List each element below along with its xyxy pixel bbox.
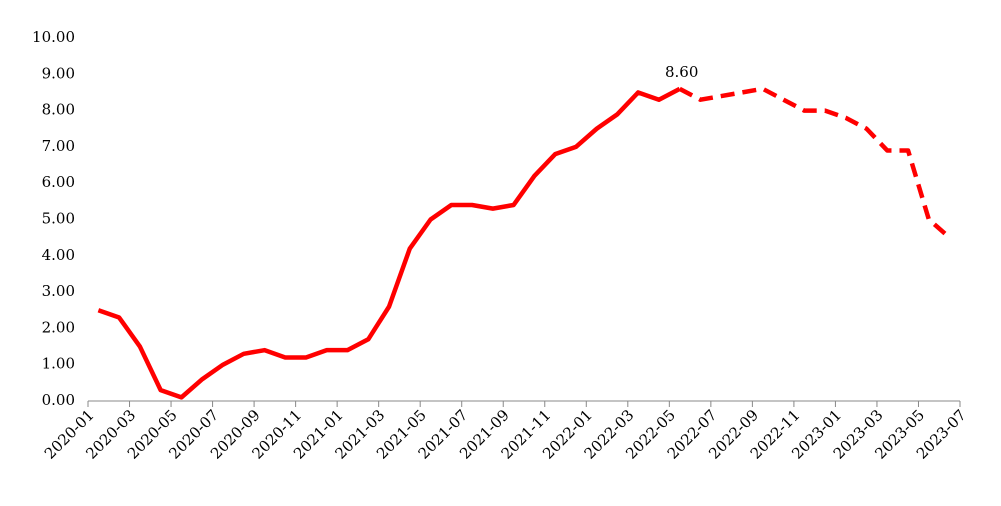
y-tick-label: 3.00 bbox=[42, 282, 75, 300]
y-tick-label: 6.00 bbox=[42, 173, 75, 191]
y-tick-label: 8.00 bbox=[42, 101, 75, 119]
data-label: 8.60 bbox=[665, 63, 698, 81]
y-tick-label: 5.00 bbox=[42, 210, 75, 228]
line bbox=[97, 86, 681, 400]
y-tick-label: 2.00 bbox=[42, 318, 75, 336]
y-tick-label: 9.00 bbox=[42, 64, 75, 82]
line bbox=[678, 86, 952, 240]
y-tick-label: 4.00 bbox=[42, 246, 75, 264]
y-tick-label: 1.00 bbox=[42, 355, 75, 373]
y-tick-label: 0.00 bbox=[42, 391, 75, 409]
y-tick-label: 7.00 bbox=[42, 137, 75, 155]
y-tick-label: 10.00 bbox=[32, 28, 75, 46]
